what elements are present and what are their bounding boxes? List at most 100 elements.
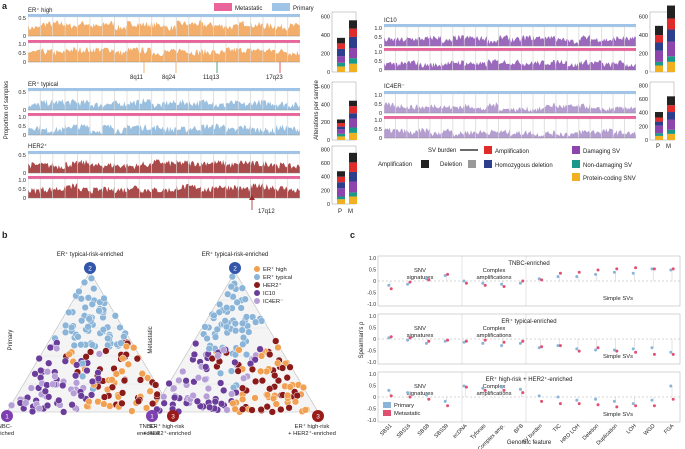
- chromosome-profile: [226, 127, 238, 135]
- ternary-point: [202, 392, 211, 401]
- primary-point: [462, 279, 466, 283]
- chromosome-profile: [77, 187, 90, 198]
- correlation-row: 1.0 0.5 0 -0.5 -1.0 TNBC-enriched SNVsignature…: [367, 255, 681, 308]
- corner-label: 3: [316, 413, 320, 420]
- chromosome-profile: [601, 106, 613, 113]
- ternary-point: [77, 295, 85, 303]
- chromosome-profile: [464, 129, 476, 138]
- stack-segment: [655, 125, 663, 134]
- ternary-point: [49, 380, 57, 388]
- legend-item-label: Protein-coding SNV: [583, 176, 636, 182]
- stack-segment: [655, 25, 663, 36]
- ternary-point: [238, 384, 247, 392]
- ternary-point: [120, 376, 129, 385]
- chromosome-profile: [521, 61, 533, 70]
- ternary-point: [112, 370, 120, 378]
- chromosome-profile: [624, 36, 636, 46]
- legend-primary-swatch: [272, 3, 290, 11]
- primary-point: [424, 341, 428, 345]
- ytick-label: 1.0: [374, 93, 382, 99]
- chromosome-profile: [590, 60, 602, 70]
- chromosome-profile: [556, 132, 567, 138]
- chromosome-profile: [151, 21, 164, 36]
- ternary-point: [130, 344, 138, 352]
- chromosome-profile: [601, 62, 613, 70]
- ytick-label: 0: [23, 133, 26, 139]
- legend-deletion-label: Deletion: [440, 162, 462, 168]
- ternary-point: [201, 375, 209, 384]
- ternary-point: [227, 283, 235, 291]
- corner-label: 2: [88, 265, 92, 272]
- metastatic-point: [634, 350, 638, 354]
- bar-primary: [337, 119, 345, 140]
- locus-label: 17q23: [266, 75, 283, 81]
- ternary-point: [238, 319, 247, 327]
- bar-ytick: 0: [645, 70, 648, 76]
- ternary-point: [234, 367, 242, 375]
- chromosome-profile: [164, 24, 177, 36]
- legend-ternary-dot: [254, 274, 260, 280]
- primary-point: [387, 283, 391, 287]
- chromosome-profile: [395, 128, 407, 138]
- stack-segment: [667, 129, 675, 134]
- legend-item-label: Amplification: [495, 149, 529, 155]
- metastatic-point: [615, 405, 619, 409]
- group-label-simple: Simple SVs: [603, 296, 633, 302]
- chromosome-profile: [226, 24, 238, 36]
- ternary-point: [100, 294, 108, 303]
- ternary-point: [237, 304, 245, 312]
- ternary-point: [251, 356, 259, 364]
- stack-segment: [349, 132, 357, 140]
- primary-point: [556, 344, 560, 348]
- legend-swatch: [572, 173, 580, 181]
- chromosome-profile: [114, 24, 127, 36]
- metastatic-point: [596, 403, 600, 407]
- chromosome-profile: [127, 185, 139, 198]
- chromosome-profile: [226, 185, 238, 198]
- ternary-point: [118, 399, 126, 408]
- label-line: TNBC-: [0, 424, 12, 430]
- legend-item-label: Homozygous deletion: [495, 163, 553, 169]
- chromosome-strip: [384, 116, 636, 119]
- bar-xtick-p: P: [338, 209, 342, 215]
- chromosome-profile: [77, 20, 90, 36]
- stack-segment: [655, 117, 663, 122]
- ternary-point: [252, 318, 260, 326]
- ternary-point: [190, 350, 199, 359]
- er-high-metastatic-track: [28, 40, 300, 63]
- chromosome-profile: [441, 38, 453, 46]
- stack-segment: [349, 58, 357, 64]
- corner-marker: [312, 410, 324, 422]
- primary-point: [462, 340, 466, 344]
- bar-primary: [655, 112, 663, 140]
- stack-segment: [349, 152, 357, 163]
- c-legend-label: Primary: [394, 403, 414, 409]
- chromosome-profile: [544, 130, 556, 138]
- metastatic-point: [540, 278, 544, 282]
- chromosome-profile: [613, 60, 625, 70]
- bar-ytick: 0: [327, 202, 330, 208]
- ternary-point: [81, 303, 89, 312]
- ternary-point: [239, 340, 247, 348]
- left-ylabel: Proportion of samples: [4, 81, 10, 139]
- primary-point: [612, 270, 616, 274]
- ternary-point: [223, 304, 231, 312]
- ternary-point: [143, 374, 152, 382]
- chromosome-profile: [151, 101, 164, 110]
- chromosome-profile: [139, 21, 152, 36]
- er-typical-primary-track: [28, 88, 300, 111]
- stack-segment: [667, 105, 675, 113]
- correlation-row: 1.0 0.5 0 -0.5 -1.0 ER⁺ high-risk + HER2⁺-enr…: [367, 371, 681, 424]
- chromosome-profile: [139, 188, 152, 198]
- chromosome-profile: [114, 50, 127, 62]
- ternary-point: [170, 393, 179, 402]
- bar-metastatic: [349, 20, 357, 72]
- ternary-point: [231, 327, 240, 335]
- ternary-point: [7, 401, 16, 409]
- primary-point: [575, 275, 579, 279]
- chromosome-profile: [139, 47, 152, 62]
- ternary-point: [100, 393, 109, 401]
- ternary-point: [233, 298, 241, 307]
- chromosome-profile: [238, 186, 251, 198]
